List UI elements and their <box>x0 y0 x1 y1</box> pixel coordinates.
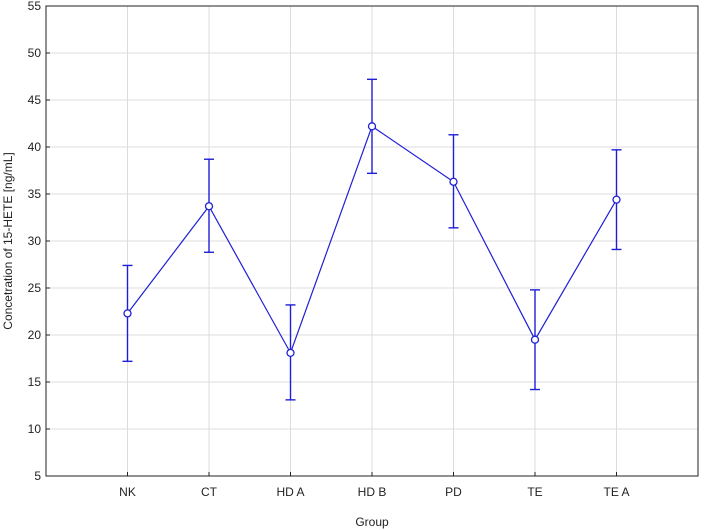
data-point <box>612 195 621 204</box>
data-point <box>204 202 214 211</box>
grid <box>46 6 698 476</box>
y-tick-label: 15 <box>28 375 42 389</box>
x-axis-title: Group <box>355 515 389 529</box>
y-tick-label: 40 <box>28 140 42 154</box>
data-point <box>123 309 132 318</box>
x-axis: NK CT HD A HD B PD TE TE A <box>119 472 630 499</box>
data-point <box>367 122 377 131</box>
x-tick-label: PD <box>445 485 462 499</box>
y-tick-label: 35 <box>28 187 42 201</box>
data-point <box>449 177 458 186</box>
x-tick-label: TE <box>527 485 542 499</box>
y-tick-label: 20 <box>28 328 42 342</box>
x-tick-label: HD A <box>276 485 304 499</box>
y-tick-label: 5 <box>34 469 41 483</box>
y-tick-label: 50 <box>28 46 42 60</box>
y-tick-label: 25 <box>28 281 42 295</box>
x-tick-label: HD B <box>358 485 387 499</box>
x-tick-label: TE A <box>603 485 629 499</box>
y-tick-label: 10 <box>28 422 42 436</box>
x-tick-label: CT <box>201 485 218 499</box>
y-axis: 5 10 15 20 25 30 35 40 45 50 55 <box>28 0 50 483</box>
data-point <box>530 335 540 344</box>
y-axis-title: Concetration of 15-HETE [ng/mL] <box>1 152 15 329</box>
x-tick-label: NK <box>119 485 136 499</box>
y-tick-label: 55 <box>28 0 42 13</box>
y-tick-label: 45 <box>28 93 42 107</box>
y-tick-label: 30 <box>28 234 42 248</box>
series <box>122 78 622 401</box>
data-point <box>286 348 295 358</box>
